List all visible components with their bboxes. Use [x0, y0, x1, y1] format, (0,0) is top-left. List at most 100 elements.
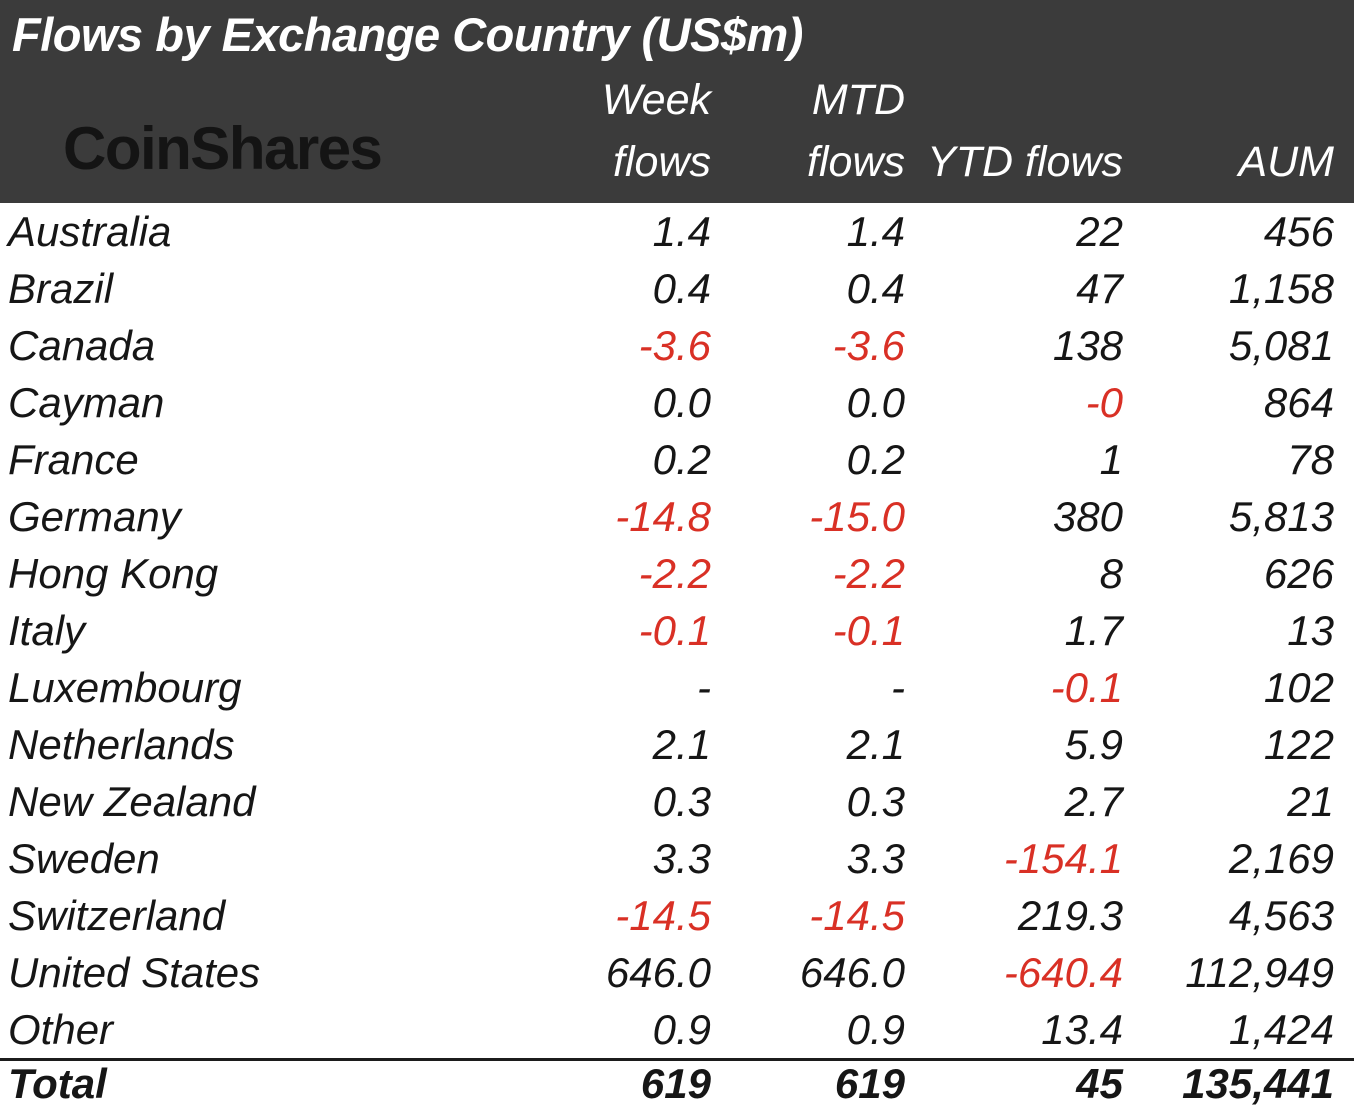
value-cell: 47 [1076, 265, 1123, 312]
page-title: Flows by Exchange Country (US$m) [12, 8, 803, 61]
table-row: Brazil 0.4 0.4 47 1,158 [0, 260, 1354, 317]
value-cell: 3.3 [846, 835, 905, 882]
value-cell: 0.0 [652, 379, 711, 426]
value-cell: -154.1 [1003, 835, 1123, 882]
table-row: France 0.2 0.2 1 78 [0, 431, 1354, 488]
country-name: Germany [8, 493, 181, 540]
value-cell: 0.3 [846, 778, 905, 825]
coinshares-logo: CoinShares [63, 115, 383, 182]
value-cell: 0.2 [652, 436, 711, 483]
value-cell: 78 [1287, 436, 1334, 483]
country-name: Brazil [8, 265, 114, 312]
table-row: Cayman 0.0 0.0 -0 864 [0, 374, 1354, 431]
value-cell: 102 [1263, 664, 1334, 711]
value-cell: 112,949 [1185, 949, 1334, 996]
value-cell: 22 [1076, 208, 1123, 255]
value-cell: 380 [1052, 493, 1123, 540]
value-cell: 2.7 [1064, 778, 1123, 825]
country-name: Australia [8, 208, 172, 255]
country-name: Luxembourg [8, 664, 242, 711]
value-cell: - [891, 664, 905, 711]
value-cell: 0.9 [846, 1006, 905, 1053]
table-row: Netherlands 2.1 2.1 5.9 122 [0, 716, 1354, 773]
value-cell: 646.0 [799, 949, 905, 996]
value-cell: 3.3 [652, 835, 711, 882]
country-name: Italy [8, 607, 86, 654]
column-header-row: CoinShares Week flows MTD flows YTD flow… [8, 69, 1334, 193]
value-cell: 122 [1263, 721, 1334, 768]
value-cell: -0.1 [832, 607, 905, 654]
value-cell: 13.4 [1041, 1006, 1123, 1053]
value-cell: -14.8 [615, 493, 711, 540]
value-cell: 5,081 [1228, 322, 1334, 369]
table-row: Other 0.9 0.9 13.4 1,424 [0, 1001, 1354, 1058]
value-cell: 135,441 [1182, 1060, 1334, 1107]
value-cell: -14.5 [615, 892, 711, 939]
table-row: Switzerland -14.5 -14.5 219.3 4,563 [0, 887, 1354, 944]
value-cell: 864 [1263, 379, 1334, 426]
country-name: Canada [8, 322, 156, 369]
table-header: Flows by Exchange Country (US$m) CoinSha… [0, 0, 1354, 203]
table-row: Italy -0.1 -0.1 1.7 13 [0, 602, 1354, 659]
column-header-mtd-flows: MTD flows [807, 76, 905, 186]
value-cell: 2.1 [652, 721, 711, 768]
value-cell: 0.3 [652, 778, 711, 825]
value-cell: 4,563 [1228, 892, 1334, 939]
value-cell: -640.4 [1003, 949, 1123, 996]
value-cell: 1.7 [1064, 607, 1123, 654]
value-cell: 0.9 [652, 1006, 711, 1053]
value-cell: 0.4 [846, 265, 905, 312]
value-cell: 456 [1263, 208, 1334, 255]
value-cell: 219.3 [1017, 892, 1123, 939]
value-cell: 45 [1076, 1060, 1123, 1107]
value-cell: 1.4 [846, 208, 905, 255]
value-cell: 5,813 [1228, 493, 1334, 540]
value-cell: 21 [1287, 778, 1334, 825]
total-label: Total [8, 1060, 107, 1107]
value-cell: -3.6 [638, 322, 711, 369]
value-cell: 2,169 [1228, 835, 1334, 882]
country-name: Other [8, 1006, 114, 1053]
value-cell: 619 [640, 1060, 711, 1107]
value-cell: -14.5 [809, 892, 905, 939]
value-cell: - [697, 664, 711, 711]
value-cell: 0.0 [846, 379, 905, 426]
table-row: United States 646.0 646.0 -640.4 112,949 [0, 944, 1354, 1001]
value-cell: 13 [1287, 607, 1334, 654]
column-header-week-flows: Week flows [601, 76, 711, 186]
value-cell: -0 [1085, 379, 1123, 426]
value-cell: -2.2 [832, 550, 905, 597]
value-cell: 138 [1052, 322, 1123, 369]
country-name: Sweden [8, 835, 160, 882]
country-name: New Zealand [8, 778, 256, 825]
value-cell: 2.1 [846, 721, 905, 768]
country-name: Netherlands [8, 721, 235, 768]
value-cell: -2.2 [638, 550, 711, 597]
value-cell: -15.0 [809, 493, 905, 540]
table-body: Australia 1.4 1.4 22 456 Brazil 0.4 0.4 47 1,158 C… [0, 203, 1354, 1108]
table-row: Australia 1.4 1.4 22 456 [0, 203, 1354, 260]
value-cell: 619 [834, 1060, 905, 1107]
value-cell: -0.1 [1050, 664, 1123, 711]
value-cell: -0.1 [638, 607, 711, 654]
table-row: Luxembourg - - -0.1 102 [0, 659, 1354, 716]
total-row: Total 619 619 45 135,441 [0, 1058, 1354, 1108]
value-cell: 646.0 [605, 949, 711, 996]
value-cell: 626 [1263, 550, 1334, 597]
table-row: Sweden 3.3 3.3 -154.1 2,169 [0, 830, 1354, 887]
country-name: France [8, 436, 139, 483]
country-name: United States [8, 949, 261, 996]
table-row: Germany -14.8 -15.0 380 5,813 [0, 488, 1354, 545]
table-row: New Zealand 0.3 0.3 2.7 21 [0, 773, 1354, 830]
value-cell: -3.6 [832, 322, 905, 369]
value-cell: 0.4 [652, 265, 711, 312]
value-cell: 1,158 [1228, 265, 1334, 312]
country-name: Cayman [8, 379, 165, 426]
value-cell: 1,424 [1228, 1006, 1334, 1053]
value-cell: 1 [1099, 436, 1123, 483]
column-header-ytd-flows: YTD flows [927, 138, 1123, 186]
table-row: Canada -3.6 -3.6 138 5,081 [0, 317, 1354, 374]
value-cell: 8 [1099, 550, 1123, 597]
table-row: Hong Kong -2.2 -2.2 8 626 [0, 545, 1354, 602]
